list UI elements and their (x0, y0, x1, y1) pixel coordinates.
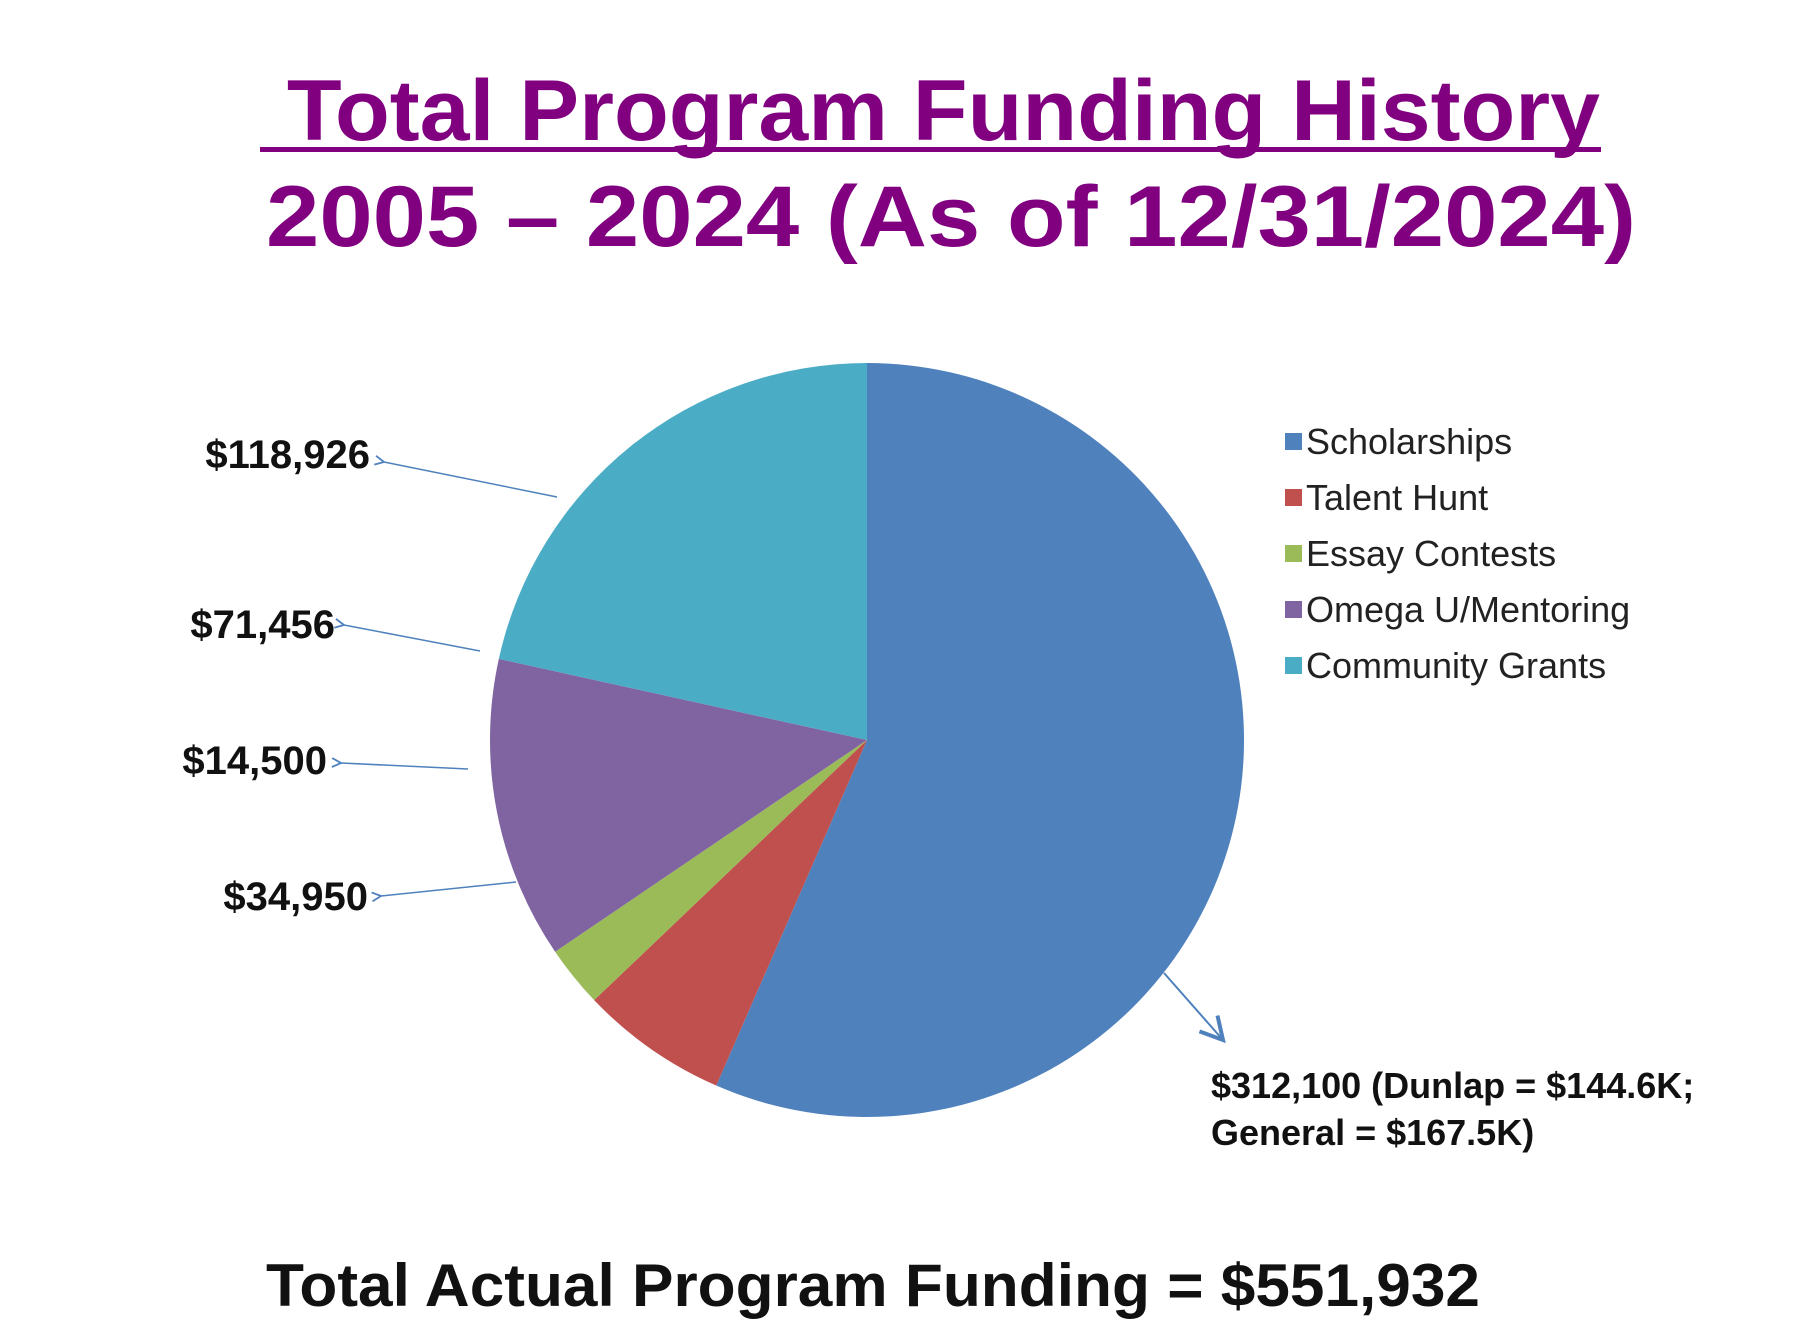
data-label-essay-contests: $14,500 (182, 739, 327, 783)
total-funding-footer: Total Actual Program Funding = $551,932 (266, 1252, 1480, 1319)
legend: Scholarships Talent Hunt Essay Contests … (1285, 421, 1630, 686)
legend-label-essay-contests: Essay Contests (1306, 533, 1556, 574)
legend-swatch-essay-contests (1285, 545, 1302, 562)
pie-slice-scholarships (716, 363, 1245, 1117)
data-label-scholarships-line2: General = $167.5K) (1211, 1112, 1534, 1153)
legend-swatch-omega-u (1285, 601, 1302, 618)
leader-line-omega-u (344, 625, 481, 652)
leader-line-community-grants (384, 462, 558, 498)
pie-slice-essay-contests (555, 740, 867, 1001)
chart-title-line1: Total Program Funding History (262, 63, 1600, 159)
data-label-talent-hunt: $34,950 (223, 875, 368, 919)
leader-line-scholarships (1163, 972, 1223, 1040)
leader-line-talent-hunt (381, 881, 517, 896)
pie (489, 363, 1245, 1117)
title-underline (260, 147, 1601, 152)
legend-swatch-scholarships (1285, 433, 1302, 450)
data-label-community-grants: $118,926 (205, 433, 370, 477)
chart-title-line2: 2005 – 2024 (As of 12/31/2024) (266, 169, 1636, 265)
data-label-omega-u: $71,456 (190, 603, 335, 647)
legend-swatch-talent-hunt (1285, 489, 1302, 506)
legend-label-scholarships: Scholarships (1306, 421, 1512, 462)
data-label-scholarships-line1: $312,100 (Dunlap = $144.6K; (1211, 1065, 1694, 1106)
legend-label-omega-u: Omega U/Mentoring (1306, 589, 1630, 630)
legend-swatch-community-grants (1285, 657, 1302, 674)
pie-slice-talent-hunt (594, 740, 867, 1086)
legend-label-community-grants: Community Grants (1306, 645, 1606, 686)
leader-line-essay-contests (341, 763, 469, 770)
pie-slice-omega-u-mentoring (489, 658, 867, 952)
pie-slice-community-grants (498, 363, 867, 740)
legend-label-talent-hunt: Talent Hunt (1306, 477, 1488, 518)
